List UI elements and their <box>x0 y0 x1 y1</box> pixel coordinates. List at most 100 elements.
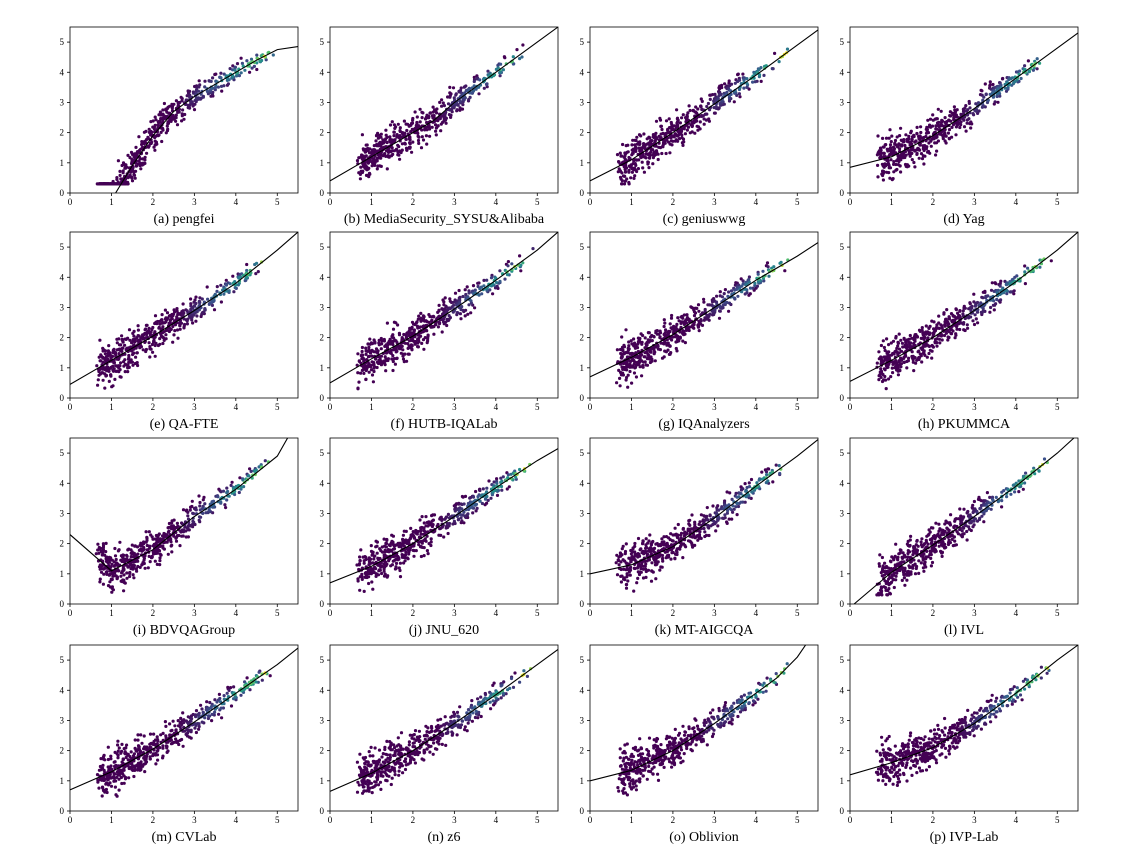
scatter-point <box>1031 68 1035 72</box>
scatter-point <box>126 336 130 340</box>
scatter-point <box>642 132 646 136</box>
x-tick-label: 5 <box>275 197 280 207</box>
scatter-point <box>741 279 745 283</box>
scatter-point <box>155 551 159 555</box>
scatter-point <box>648 357 652 361</box>
scatter-point <box>384 369 388 373</box>
scatter-point <box>134 567 138 571</box>
scatter-point <box>138 161 142 165</box>
scatter-point <box>238 275 243 279</box>
scatter-point <box>407 344 411 348</box>
scatter-point <box>503 56 507 60</box>
scatter-point <box>877 350 881 354</box>
scatter-point <box>935 121 940 125</box>
scatter-point <box>647 166 651 170</box>
scatter-point <box>702 122 706 126</box>
scatter-point <box>166 120 170 124</box>
scatter-point <box>359 548 363 552</box>
scatter-point <box>360 153 364 157</box>
plot-frame <box>329 26 559 194</box>
scatter-point <box>141 157 145 161</box>
scatter-point <box>633 166 637 170</box>
scatter-point <box>141 333 145 337</box>
scatter-point <box>219 300 223 304</box>
scatter-point <box>118 173 122 177</box>
scatter-point <box>747 275 752 279</box>
x-tick-label: 3 <box>972 402 977 412</box>
scatter-point <box>411 140 415 144</box>
scatter-point <box>136 564 140 569</box>
scatter-point <box>367 348 371 352</box>
scatter-point <box>912 344 916 348</box>
scatter-point <box>653 139 657 143</box>
scatter-point <box>727 309 731 313</box>
scatter-point <box>908 341 913 345</box>
scatter-point <box>252 64 256 68</box>
scatter-point <box>982 95 986 99</box>
scatter-point <box>648 339 652 343</box>
y-tick-label: 3 <box>60 97 65 107</box>
scatter-point <box>137 135 141 139</box>
scatter-point <box>368 337 372 341</box>
scatter-point <box>887 163 891 167</box>
scatter-point <box>107 573 111 577</box>
scatter-point <box>699 105 703 109</box>
scatter-point <box>1038 265 1042 269</box>
scatter-point <box>920 328 924 332</box>
scatter-point <box>997 299 1001 303</box>
scatter-point <box>392 134 396 138</box>
scatter-point <box>455 311 459 315</box>
scatter-point <box>385 167 389 171</box>
scatter-point <box>499 62 503 66</box>
scatter-point <box>1000 77 1005 81</box>
scatter-point <box>398 129 402 133</box>
scatter-point <box>890 134 894 138</box>
scatter-point <box>654 153 658 157</box>
scatter-point <box>210 303 214 307</box>
scatter-point <box>157 113 161 117</box>
scatter-point <box>649 148 654 152</box>
scatter-point <box>718 309 722 313</box>
scatter-point <box>428 111 432 115</box>
scatter-point <box>903 343 907 347</box>
x-tick-label: 2 <box>931 402 936 412</box>
scatter-point <box>183 322 187 327</box>
scatter-point <box>716 97 720 101</box>
y-tick-label: 2 <box>580 333 585 343</box>
scatter-point <box>122 581 127 585</box>
scatter-point <box>420 116 424 120</box>
y-tick-label: 3 <box>840 302 845 312</box>
scatter-point <box>494 67 498 71</box>
scatter-point <box>181 528 185 532</box>
scatter-point <box>700 99 704 103</box>
scatter-point <box>377 338 381 342</box>
scatter-point <box>159 318 164 322</box>
scatter-point <box>675 123 679 127</box>
y-tick-label: 4 <box>60 478 65 488</box>
plot-frame <box>329 231 559 399</box>
scatter-point <box>434 126 438 130</box>
scatter-point <box>706 101 711 106</box>
scatter-point <box>404 336 408 340</box>
scatter-point <box>966 326 970 330</box>
scatter-point <box>937 326 942 330</box>
scatter-point <box>198 504 202 508</box>
x-tick-label: 1 <box>109 608 114 618</box>
scatter-point <box>889 375 893 379</box>
scatter-point <box>122 589 126 593</box>
scatter-point <box>408 136 412 140</box>
scatter-point <box>663 321 667 325</box>
scatter-point <box>388 342 392 346</box>
y-tick-label: 3 <box>580 302 585 312</box>
scatter-point <box>886 355 890 359</box>
scatter-point <box>111 179 115 184</box>
scatter-point <box>180 112 184 116</box>
scatter-point <box>205 285 209 289</box>
scatter-point <box>654 136 659 140</box>
scatter-point <box>388 337 392 341</box>
scatter-point <box>402 119 406 123</box>
scatter-point <box>660 151 664 156</box>
scatter-point <box>880 172 884 176</box>
fit-curve <box>70 232 298 385</box>
